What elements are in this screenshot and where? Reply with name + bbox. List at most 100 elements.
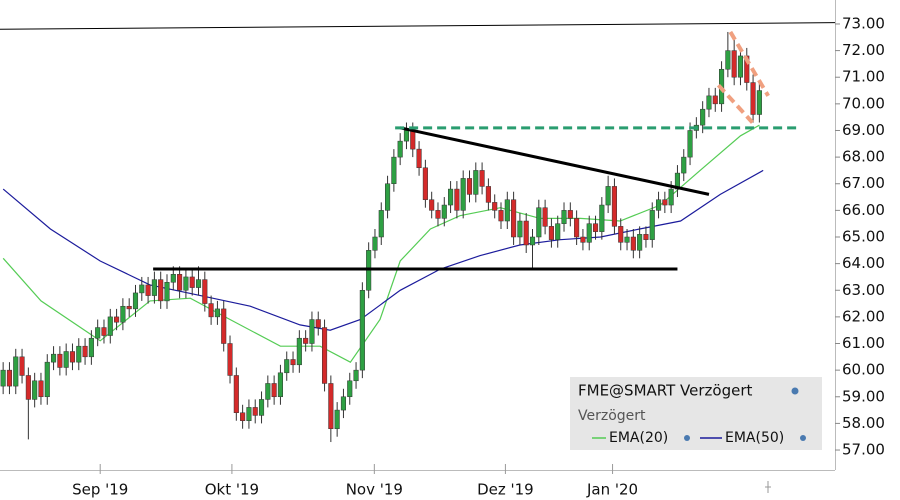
candle-body: [630, 236, 636, 251]
candle-body: [183, 276, 189, 291]
x-tick-label: Dez '19: [477, 481, 534, 499]
legend-title: FME@SMART Verzögert: [578, 382, 752, 400]
candle-body: [69, 351, 76, 363]
candle-body: [687, 130, 693, 158]
candle-body: [44, 361, 50, 398]
candle-body: [132, 292, 139, 310]
candle-body: [334, 409, 340, 429]
candle-body: [57, 353, 63, 368]
candle-body: [536, 207, 542, 238]
candle-body: [139, 284, 145, 294]
candle-body: [303, 337, 309, 344]
candle-body: [517, 220, 523, 238]
candle-body: [668, 188, 674, 206]
candle-body: [208, 303, 214, 318]
y-tick-label: 65.00: [842, 227, 885, 245]
candle-body: [120, 305, 126, 323]
candle-body: [151, 279, 157, 296]
y-tick-label: 69.00: [842, 121, 885, 139]
candle-body: [712, 95, 718, 105]
candle-body: [88, 337, 94, 358]
candle-body: [649, 210, 655, 240]
candle-body: [737, 55, 744, 78]
y-tick-label: 64.00: [842, 254, 885, 272]
legend-label: EMA(50): [725, 430, 784, 446]
candle-body: [309, 319, 315, 344]
candle-body: [271, 383, 277, 398]
candle-body: [397, 140, 403, 158]
candle-body: [378, 210, 384, 238]
candle-body: [265, 383, 271, 400]
candle-body: [359, 290, 365, 371]
candle-body: [321, 327, 328, 384]
y-tick-label: 73.00: [842, 14, 885, 32]
candle-body: [441, 204, 447, 219]
candle-body: [511, 199, 517, 238]
candle-body: [258, 399, 265, 416]
y-tick-label: 67.00: [842, 174, 885, 192]
candle-body: [177, 274, 183, 291]
candle-body: [410, 130, 416, 150]
candle-body: [101, 327, 107, 336]
candle-body: [233, 375, 239, 413]
candle-body: [485, 186, 491, 203]
candle-body: [296, 337, 302, 366]
x-tick-label: Sep '19: [72, 481, 128, 499]
candle-body: [13, 356, 19, 387]
candle-body: [592, 223, 599, 232]
candle-body: [25, 375, 31, 400]
candle-body: [353, 369, 359, 382]
candle-body: [637, 234, 643, 251]
candle-body: [202, 279, 208, 304]
candle-body: [756, 90, 762, 115]
trend-line: [399, 126, 710, 196]
candle-body: [416, 148, 422, 169]
candle-body: [114, 316, 120, 323]
candle-body: [605, 186, 611, 206]
candle-body: [126, 305, 132, 310]
candle-body: [725, 50, 731, 70]
legend-label: EMA(20): [609, 430, 668, 446]
candle-body: [240, 412, 246, 421]
candle-body: [76, 345, 82, 363]
candle-body: [548, 226, 554, 240]
y-tick-label: 58.00: [842, 414, 885, 432]
candle-body: [82, 345, 88, 358]
trend-line: [0, 22, 836, 30]
candle-body: [107, 316, 113, 336]
candle-body: [586, 223, 592, 243]
candle-body: [38, 380, 44, 398]
candle-body: [492, 202, 498, 211]
candle-body: [574, 218, 580, 238]
candle-body: [466, 178, 473, 195]
candle-body: [246, 407, 252, 421]
trend-line: [716, 83, 754, 124]
ema-line: [2, 124, 760, 363]
candle-body: [51, 353, 57, 363]
legend-icon: [684, 435, 690, 441]
candle-body: [731, 50, 737, 78]
y-tick-label: 61.00: [842, 334, 885, 352]
candle-body: [700, 108, 706, 126]
candle-body: [32, 380, 38, 400]
candle-body: [63, 351, 69, 368]
candle-body: [170, 274, 176, 283]
candle-body: [277, 372, 283, 398]
x-tick-label: Nov '19: [346, 481, 403, 499]
candle-body: [6, 369, 13, 387]
y-tick-label: 63.00: [842, 281, 885, 299]
candle-body: [448, 188, 454, 206]
candle-body: [454, 188, 460, 211]
candle-body: [347, 380, 353, 398]
candle-body: [655, 199, 662, 211]
candle-body: [164, 282, 170, 302]
candle-body: [372, 236, 378, 251]
candle-body: [580, 236, 586, 243]
y-tick-label: 57.00: [842, 441, 885, 459]
candle-body: [19, 356, 25, 376]
plot-area: [0, 22, 836, 443]
candle-body: [504, 199, 510, 222]
candle-body: [214, 308, 220, 318]
